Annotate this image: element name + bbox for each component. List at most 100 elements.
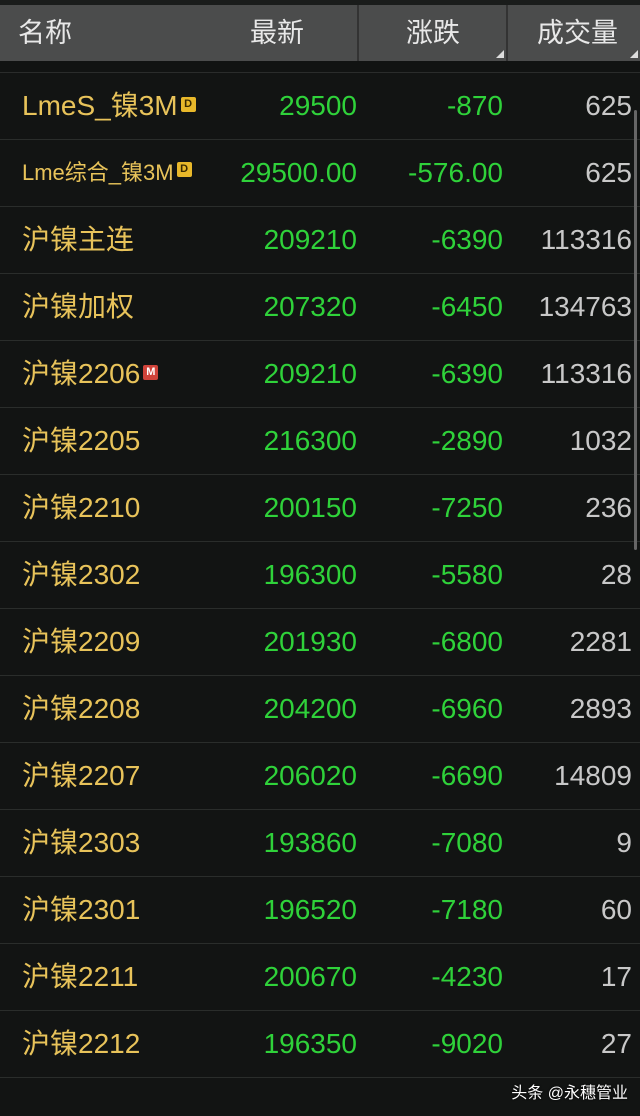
price-change: -6450 bbox=[431, 291, 503, 322]
quote-row[interactable]: Lme综合_镍3M D 29500.00 -576.00 625 bbox=[0, 140, 640, 207]
quote-row[interactable]: 沪镍2208 204200 -6960 2893 bbox=[0, 676, 640, 743]
instrument-name-text: 沪镍2210 bbox=[22, 492, 141, 523]
quote-row[interactable]: 沪镍2210 200150 -7250 236 bbox=[0, 475, 640, 542]
instrument-name: 沪镍2302 bbox=[22, 542, 140, 608]
header-name[interactable]: 名称 bbox=[18, 18, 72, 48]
instrument-name: 沪镍2210 bbox=[22, 475, 140, 541]
latest-price: 29500.00 bbox=[240, 157, 357, 188]
instrument-name: 沪镍2303 bbox=[22, 810, 140, 876]
volume: 2281 bbox=[569, 626, 632, 657]
sort-indicator-icon bbox=[630, 50, 638, 58]
quote-row[interactable]: 沪镍2301 196520 -7180 60 bbox=[0, 877, 640, 944]
instrument-name-text: 沪镍2212 bbox=[22, 1028, 141, 1059]
volume: 60 bbox=[600, 894, 632, 925]
instrument-name: 沪镍2211 bbox=[22, 944, 138, 1010]
latest-price: 196300 bbox=[263, 559, 357, 590]
instrument-name: LmeS_镍3M D bbox=[22, 73, 196, 139]
instrument-name-text: 沪镍2205 bbox=[22, 425, 141, 456]
top-strip bbox=[0, 0, 640, 5]
quote-row[interactable]: 沪镍加权 207320 -6450 134763 bbox=[0, 274, 640, 341]
price-change: -7080 bbox=[431, 827, 503, 858]
quote-row[interactable]: 沪镍2303 193860 -7080 9 bbox=[0, 810, 640, 877]
latest-price: 207320 bbox=[263, 291, 357, 322]
volume: 27 bbox=[600, 1028, 632, 1059]
price-change: -7250 bbox=[431, 492, 503, 523]
price-change: -576.00 bbox=[408, 157, 503, 188]
price-change: -6390 bbox=[431, 224, 503, 255]
price-change: -6390 bbox=[431, 358, 503, 389]
header-change[interactable]: 涨跌 bbox=[406, 18, 460, 48]
volume: 134763 bbox=[538, 291, 632, 322]
quote-row[interactable]: 沪镍主连 209210 -6390 113316 bbox=[0, 207, 640, 274]
header-latest[interactable]: 最新 bbox=[250, 18, 304, 48]
volume: 113316 bbox=[540, 224, 632, 255]
volume: 625 bbox=[585, 157, 632, 188]
instrument-name-text: 沪镍2303 bbox=[22, 827, 141, 858]
volume: 1032 bbox=[569, 425, 632, 456]
volume: 14809 bbox=[554, 760, 632, 791]
quote-row[interactable]: 沪镍2206 M 209210 -6390 113316 bbox=[0, 341, 640, 408]
latest-price: 193860 bbox=[263, 827, 357, 858]
instrument-name-text: 沪镍2302 bbox=[22, 559, 141, 590]
quote-row[interactable]: LmeS_镍3M D 29500 -870 625 bbox=[0, 73, 640, 140]
latest-price: 216300 bbox=[263, 425, 357, 456]
instrument-name-text: Lme综合_镍3M bbox=[22, 160, 174, 185]
quote-row[interactable]: 沪镍2209 201930 -6800 2281 bbox=[0, 609, 640, 676]
volume: 113316 bbox=[540, 358, 632, 389]
instrument-name: 沪镍加权 bbox=[22, 274, 134, 340]
latest-price: 29500 bbox=[279, 90, 357, 121]
badge-m-icon: M bbox=[143, 365, 159, 380]
price-change: -6800 bbox=[431, 626, 503, 657]
quote-row[interactable]: 沪镍2302 196300 -5580 28 bbox=[0, 542, 640, 609]
header-spacer bbox=[0, 61, 640, 73]
watermark: 头条 @永穗管业 bbox=[511, 1085, 628, 1102]
quote-row[interactable]: 沪镍2205 216300 -2890 1032 bbox=[0, 408, 640, 475]
price-change: -7180 bbox=[431, 894, 503, 925]
latest-price: 196350 bbox=[263, 1028, 357, 1059]
instrument-name-text: 沪镍2208 bbox=[22, 693, 141, 724]
volume: 9 bbox=[616, 827, 632, 858]
price-change: -2890 bbox=[431, 425, 503, 456]
price-change: -9020 bbox=[431, 1028, 503, 1059]
instrument-name-text: 沪镍2211 bbox=[22, 961, 139, 992]
latest-price: 206020 bbox=[263, 760, 357, 791]
quote-row[interactable]: 沪镍2207 206020 -6690 14809 bbox=[0, 743, 640, 810]
volume: 28 bbox=[600, 559, 632, 590]
instrument-name: 沪镍2206 M bbox=[22, 341, 159, 407]
quote-row[interactable]: 沪镍2211 200670 -4230 17 bbox=[0, 944, 640, 1011]
instrument-name: Lme综合_镍3M D bbox=[22, 140, 192, 206]
quote-row[interactable]: 沪镍2212 196350 -9020 27 bbox=[0, 1011, 640, 1078]
price-change: -6690 bbox=[431, 760, 503, 791]
instrument-name-text: 沪镍2209 bbox=[22, 626, 141, 657]
volume: 625 bbox=[585, 90, 632, 121]
instrument-name-text: 沪镍加权 bbox=[22, 291, 135, 322]
scrollbar[interactable] bbox=[634, 110, 637, 550]
volume: 2893 bbox=[569, 693, 632, 724]
instrument-name: 沪镍2301 bbox=[22, 877, 140, 943]
instrument-name: 沪镍2208 bbox=[22, 676, 140, 742]
instrument-name: 沪镍2207 bbox=[22, 743, 140, 809]
sort-indicator-icon bbox=[496, 50, 504, 58]
badge-d-icon: D bbox=[176, 162, 192, 177]
latest-price: 204200 bbox=[263, 693, 357, 724]
latest-price: 196520 bbox=[263, 894, 357, 925]
instrument-name-text: LmeS_镍3M bbox=[22, 90, 178, 121]
header-divider bbox=[506, 5, 508, 61]
price-change: -6960 bbox=[431, 693, 503, 724]
price-change: -870 bbox=[446, 90, 503, 121]
latest-price: 200670 bbox=[263, 961, 357, 992]
instrument-name: 沪镍2209 bbox=[22, 609, 140, 675]
instrument-name: 沪镍2212 bbox=[22, 1011, 140, 1077]
table-header: 名称 最新 涨跌 成交量 bbox=[0, 5, 640, 61]
header-volume[interactable]: 成交量 bbox=[537, 18, 618, 48]
latest-price: 209210 bbox=[263, 224, 357, 255]
latest-price: 209210 bbox=[263, 358, 357, 389]
header-divider bbox=[357, 5, 359, 61]
latest-price: 200150 bbox=[263, 492, 357, 523]
instrument-name-text: 沪镍主连 bbox=[22, 224, 135, 255]
instrument-name: 沪镍主连 bbox=[22, 207, 134, 273]
instrument-name-text: 沪镍2301 bbox=[22, 894, 141, 925]
instrument-name: 沪镍2205 bbox=[22, 408, 140, 474]
latest-price: 201930 bbox=[263, 626, 357, 657]
quote-list: LmeS_镍3M D 29500 -870 625 Lme综合_镍3M D 29500… bbox=[0, 73, 640, 1078]
